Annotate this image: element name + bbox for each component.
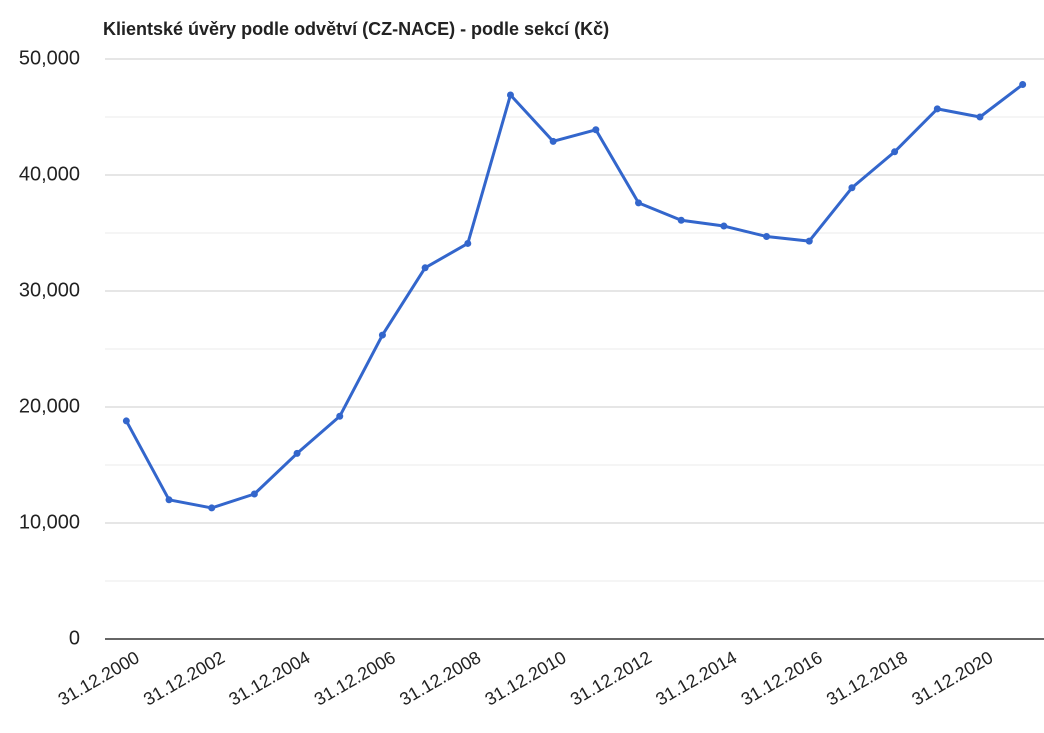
x-tick-label: 31.12.2006: [311, 647, 399, 709]
point: [848, 184, 856, 192]
point: [976, 113, 984, 121]
point: [805, 237, 813, 245]
x-tick-label: 31.12.2002: [140, 647, 228, 709]
y-tick-label: 0: [69, 627, 80, 649]
point: [293, 449, 301, 457]
x-tick-label: 31.12.2004: [225, 647, 313, 709]
y-tick-label: 50,000: [19, 47, 80, 69]
y-tick-label: 20,000: [19, 395, 80, 417]
point: [464, 239, 472, 247]
y-tick-label: 30,000: [19, 279, 80, 301]
x-tick-label: 31.12.2020: [908, 647, 996, 709]
x-tick-label: 31.12.2000: [55, 647, 143, 709]
point: [933, 105, 941, 113]
x-tick-label: 31.12.2008: [396, 647, 484, 709]
point: [677, 216, 685, 224]
point: [336, 412, 344, 420]
x-tick-label: 31.12.2012: [567, 647, 655, 709]
point: [506, 91, 514, 99]
point: [763, 232, 771, 240]
y-tick-label: 10,000: [19, 511, 80, 533]
point: [165, 496, 173, 504]
point: [122, 417, 130, 425]
point: [250, 490, 258, 498]
x-tick-label: 31.12.2010: [482, 647, 570, 709]
point: [208, 504, 216, 512]
x-tick-label: 31.12.2018: [823, 647, 911, 709]
point: [635, 199, 643, 207]
line: [125, 83, 1024, 510]
point: [421, 264, 429, 272]
point: [549, 137, 557, 145]
point: [1019, 81, 1027, 89]
point: [378, 331, 386, 339]
y-tick-label: 40,000: [19, 163, 80, 185]
x-tick-label: 31.12.2014: [652, 647, 740, 709]
point: [720, 222, 728, 230]
x-tick-label: 31.12.2016: [738, 647, 826, 709]
point: [592, 126, 600, 134]
point: [891, 148, 899, 156]
chart-title: Klientské úvěry podle odvětví (CZ-NACE) …: [103, 19, 609, 39]
